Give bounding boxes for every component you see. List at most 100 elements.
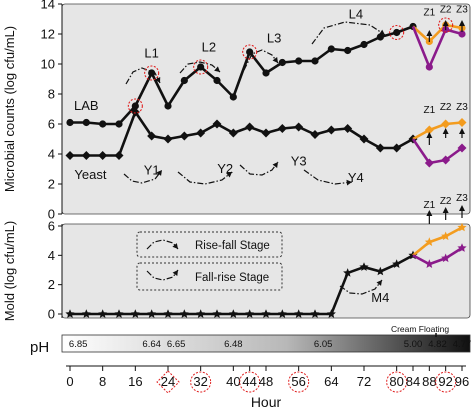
data-point <box>424 237 434 246</box>
fall-rise-arrow-y1 <box>123 169 163 184</box>
data-point <box>310 309 320 318</box>
series-label-z3: Z3 <box>456 5 468 16</box>
series-label-y2: Y2 <box>217 161 233 176</box>
x-highlight-circle <box>435 371 457 393</box>
series-label-l3: L3 <box>267 31 281 46</box>
data-point <box>212 119 222 129</box>
data-point <box>82 118 90 127</box>
fall-rise-arrow-y4 <box>303 169 353 185</box>
data-point <box>163 309 173 318</box>
ph-value: 4.82 <box>428 339 447 350</box>
z1-arrow-yeast-head <box>426 132 433 138</box>
series-label-lab: LAB <box>74 98 99 113</box>
series-label-y1: Y1 <box>144 163 160 178</box>
z3-arrow-lab-head <box>459 20 465 26</box>
data-point <box>424 259 434 268</box>
data-point <box>246 48 254 56</box>
data-point <box>65 151 75 160</box>
data-point <box>375 266 385 276</box>
highlight-circle <box>242 44 258 60</box>
x-highlight-circle <box>239 371 261 393</box>
data-point <box>245 309 255 318</box>
panel-background <box>61 223 471 319</box>
data-point <box>278 58 286 67</box>
series-line-z1 <box>412 226 463 257</box>
data-point <box>197 63 205 71</box>
fall-rise-arrow-y2-head <box>226 172 232 178</box>
data-point <box>376 33 384 41</box>
series-label-yeast: Yeast <box>74 167 106 182</box>
data-point <box>148 69 156 77</box>
y-tick-label: 12 <box>41 27 55 42</box>
x-tick-label: 0 <box>66 374 73 389</box>
series-label-l2: L2 <box>202 40 216 55</box>
ph-value: 4.77 <box>453 339 472 350</box>
legend-rise-fall-label: Rise-fall Stage <box>195 240 270 252</box>
z1-arrow-lab-head <box>426 30 433 36</box>
highlight-circle <box>144 65 160 81</box>
x-tick-label: 84 <box>406 374 420 389</box>
y-tick-label: 6 <box>48 219 55 234</box>
y-tick-label: 0 <box>48 307 55 322</box>
x-highlight-circle <box>190 371 212 393</box>
data-point <box>277 124 287 133</box>
stage-arrows <box>123 21 386 186</box>
data-point <box>179 309 189 318</box>
highlight-circle <box>438 17 454 33</box>
data-point <box>441 155 451 165</box>
y-tick-label: 0 <box>48 207 55 222</box>
series-label-z3: Z3 <box>456 102 468 113</box>
y-axis-title: Microbial counts (log cfu/mL) <box>2 26 17 192</box>
x-tick-label: 80 <box>389 374 403 389</box>
ph-value: 6.05 <box>314 339 333 350</box>
data-point <box>81 309 91 318</box>
series-label-z1: Z1 <box>423 200 435 211</box>
data-point <box>212 309 222 318</box>
data-point <box>115 120 123 128</box>
ph-value: 5.00 <box>404 339 423 350</box>
series-line-z1 <box>412 23 463 43</box>
series-label-z2: Z2 <box>440 102 452 113</box>
fall-rise-arrow-y4-head <box>346 179 352 186</box>
x-tick-label: 24 <box>161 374 175 389</box>
series-line-mold <box>70 254 414 316</box>
data-point <box>441 253 451 263</box>
data-point <box>261 309 271 318</box>
x-tick-label: 96 <box>455 374 469 389</box>
x-tick-label: 64 <box>324 374 338 389</box>
x-tick-label: 8 <box>99 374 106 389</box>
y-tick-label: 14 <box>41 0 55 12</box>
data-point <box>147 131 157 141</box>
rise-fall-arrow-l3-head <box>272 57 278 63</box>
data-point <box>228 128 238 138</box>
x-highlight-circle <box>386 371 408 393</box>
rise-fall-arrow-l1 <box>125 67 161 85</box>
highlight-circle <box>389 24 405 41</box>
x-highlight-circle <box>288 371 310 393</box>
x-axis: 0 8 16 24 32 40 44 48 56 64 72 80 84 88 92 96 Hour <box>66 365 469 410</box>
fall-rise-arrow-m4-head <box>376 280 382 286</box>
data-point <box>130 309 140 318</box>
data-point <box>98 151 108 160</box>
z2-arrow-mold-head <box>442 207 449 213</box>
data-point <box>310 130 320 139</box>
legend-box-fall-rise <box>136 262 283 291</box>
series-label-z2: Z2 <box>440 5 452 16</box>
data-point <box>457 243 467 252</box>
z2-arrow-yeast-head <box>442 128 449 134</box>
x-tick-label: 44 <box>242 374 256 389</box>
data-point <box>163 134 173 144</box>
data-point <box>392 143 402 153</box>
x-tick-label: 88 <box>422 374 436 389</box>
ph-value: 6.85 <box>69 339 88 350</box>
series-line-lab <box>70 25 414 126</box>
data-point <box>360 40 368 49</box>
mold-panel: 0 2 4 6 Mold (log cfu/mL) Rise-fall Stage Fall… <box>2 193 471 322</box>
series-label-z1: Z1 <box>423 8 435 19</box>
fall-rise-arrow-y3 <box>239 161 279 176</box>
cream-floating-note: Cream Floating <box>391 324 449 334</box>
data-point <box>425 63 433 71</box>
data-point <box>131 102 139 110</box>
series-label-z3: Z3 <box>456 193 468 204</box>
